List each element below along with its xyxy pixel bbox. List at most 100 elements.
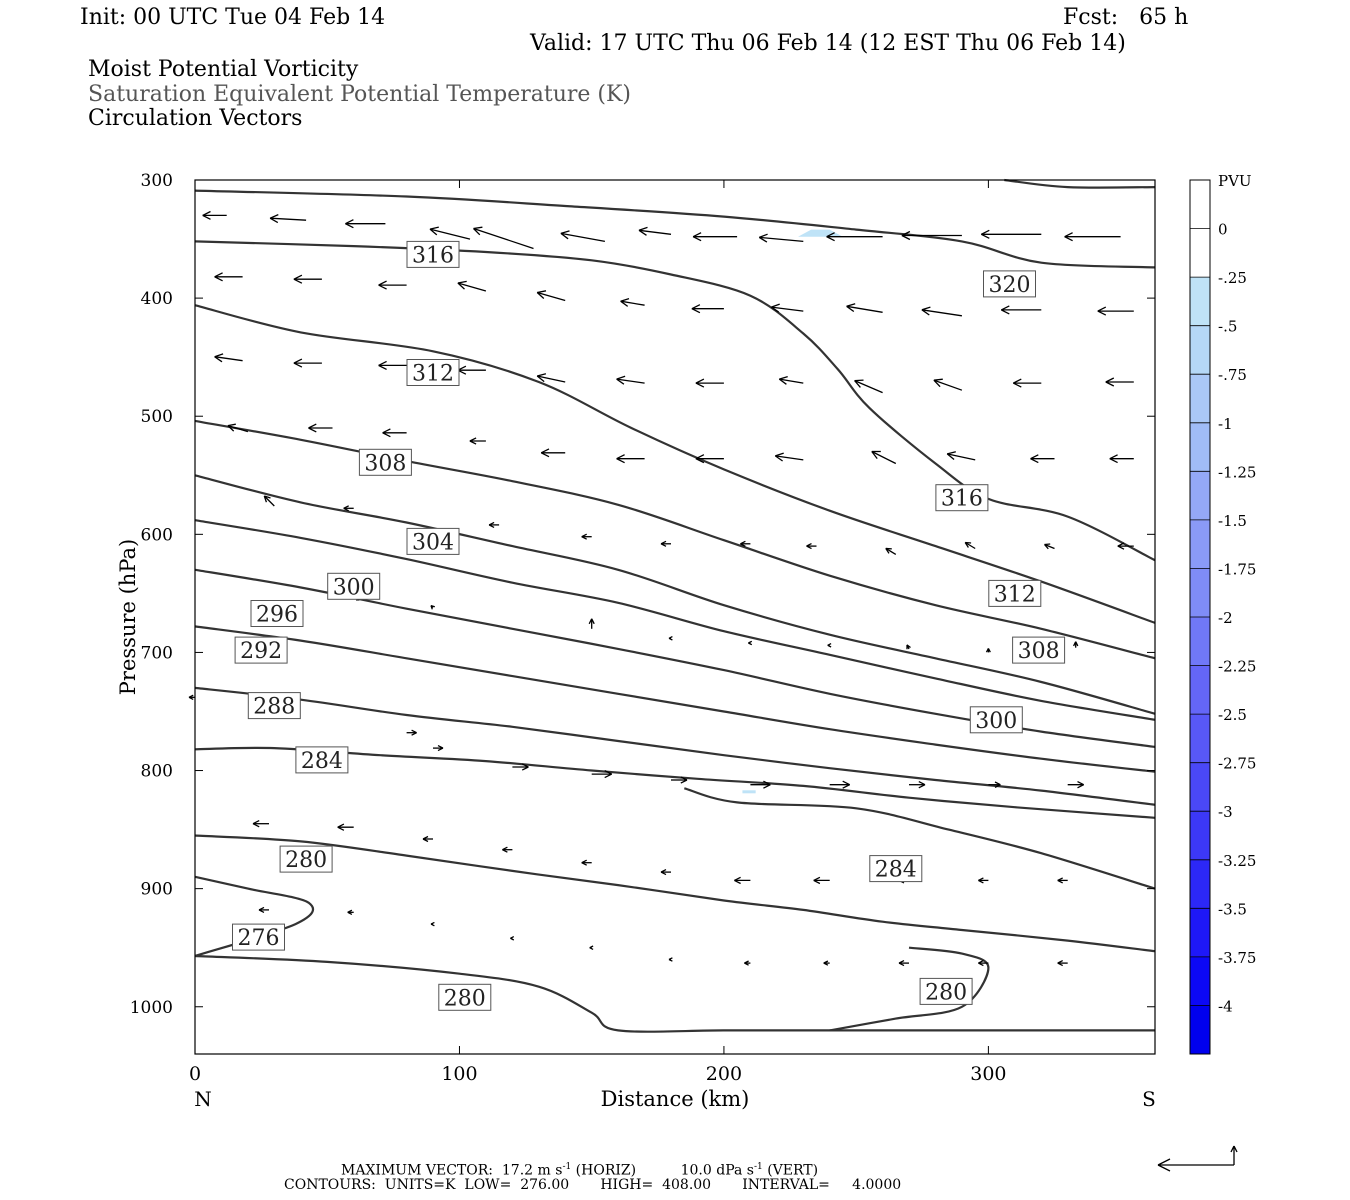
vector-head	[965, 541, 972, 544]
contour-label-text: 304	[412, 530, 454, 555]
vector-head	[680, 779, 688, 784]
vector-head	[293, 362, 303, 368]
vector-head	[345, 219, 354, 225]
vector-head	[422, 838, 429, 843]
vector-head	[1064, 232, 1073, 238]
vector-head	[269, 217, 279, 224]
colorbar-swatch-1	[1190, 228, 1210, 278]
contour-label-box	[983, 270, 1036, 298]
contour-label-box	[295, 746, 349, 774]
vector-head	[214, 353, 224, 358]
contour-label-text: 316	[941, 487, 983, 512]
colorbar-label: -1.25	[1218, 463, 1256, 481]
vector-arrow-27	[378, 360, 407, 370]
vector-head	[560, 232, 569, 240]
colorbar-swatch-7	[1190, 519, 1210, 569]
vector-shaft	[771, 306, 804, 312]
vector-arrow-9	[826, 232, 883, 242]
init-time: Init: 00 UTC Tue 04 Feb 14	[80, 5, 386, 30]
vector-shaft	[620, 300, 645, 306]
contour-label-box	[327, 572, 381, 600]
vector-shaft	[779, 378, 804, 384]
field-title-thetae: Saturation Equivalent Potential Temperat…	[88, 82, 631, 107]
vector-arrow-19	[691, 304, 724, 314]
vector-head	[293, 274, 303, 280]
vector-head	[1109, 454, 1118, 460]
vector-head	[1030, 454, 1039, 460]
vector-head	[734, 876, 741, 881]
contour-label-text: 280	[925, 980, 967, 1005]
vector-head	[885, 548, 890, 554]
reference-vector-arrow-icon	[1157, 1145, 1238, 1172]
vector-head	[488, 524, 495, 528]
vector-head	[1097, 306, 1107, 312]
vector-head	[188, 696, 194, 700]
vector-head	[1044, 543, 1051, 546]
vector-head	[616, 378, 625, 385]
y-tick-label: 800	[141, 762, 173, 782]
vector-head	[759, 233, 768, 239]
contour-label-9: 292	[234, 636, 288, 664]
vector-head	[846, 305, 855, 313]
vector-head	[227, 423, 236, 427]
contour-label-box	[969, 706, 1023, 734]
vector-head	[347, 911, 353, 915]
vector-head	[842, 780, 850, 786]
vector-arrow-64	[748, 640, 753, 646]
x-tick-label: 300	[970, 1063, 1006, 1085]
vector-arrow-37	[227, 423, 249, 433]
colorbar-label: -1.75	[1218, 560, 1256, 578]
vector-head	[581, 859, 587, 864]
vector-arrow-91	[258, 906, 269, 913]
vector-shaft	[964, 541, 976, 550]
vector-arrow-95	[589, 945, 594, 950]
contour-label-box	[438, 983, 492, 1011]
vector-head	[668, 637, 673, 641]
contour-label-text: 308	[1018, 639, 1060, 664]
vector-head	[378, 364, 387, 370]
vector-head	[947, 451, 956, 455]
vector-head	[502, 846, 508, 851]
contour-280-14	[194, 954, 1155, 1033]
vector-head	[378, 284, 387, 290]
vector-shaft	[537, 375, 566, 383]
contour-280-11	[194, 834, 1156, 953]
vector-head	[978, 960, 984, 964]
vector-head	[1030, 458, 1039, 464]
colorbar-label: -3	[1218, 803, 1233, 821]
vector-head	[502, 849, 508, 853]
vector-arrow-5	[560, 230, 606, 243]
vector-head	[488, 521, 495, 526]
vector-arrow-74	[671, 776, 688, 784]
vector-head	[774, 455, 783, 462]
vector-head	[1105, 377, 1115, 383]
vector-head	[846, 303, 856, 307]
contour-308-4	[194, 419, 1156, 660]
vector-head	[898, 962, 905, 967]
contour-label-box	[250, 600, 304, 627]
vector-head	[616, 454, 625, 460]
y-tick-label: 500	[141, 407, 173, 427]
colorbar-frame	[1189, 179, 1211, 1055]
vector-head	[437, 747, 444, 752]
vector-head	[1097, 310, 1107, 316]
vector-head	[826, 236, 835, 242]
vector-head	[978, 962, 984, 967]
vector-head	[695, 378, 705, 384]
contour-label-text: 312	[994, 582, 1036, 607]
vector-head	[994, 781, 1001, 786]
vector-head	[775, 452, 784, 457]
vector-arrow-101	[1057, 960, 1068, 967]
vector-head	[1057, 960, 1063, 964]
contour-label-17: 280	[438, 983, 492, 1011]
contour-label-13: 284	[295, 746, 349, 774]
vector-arrow-53	[660, 540, 671, 547]
colorbar-title: PVU	[1218, 172, 1252, 190]
contour-label-11: 288	[247, 692, 301, 720]
contour-label-5: 304	[406, 527, 460, 555]
vector-head	[638, 226, 648, 231]
vector-arrow-80	[252, 820, 269, 828]
vector-head	[293, 358, 303, 364]
vector-head	[540, 448, 550, 454]
vector-arrow-33	[854, 379, 883, 394]
